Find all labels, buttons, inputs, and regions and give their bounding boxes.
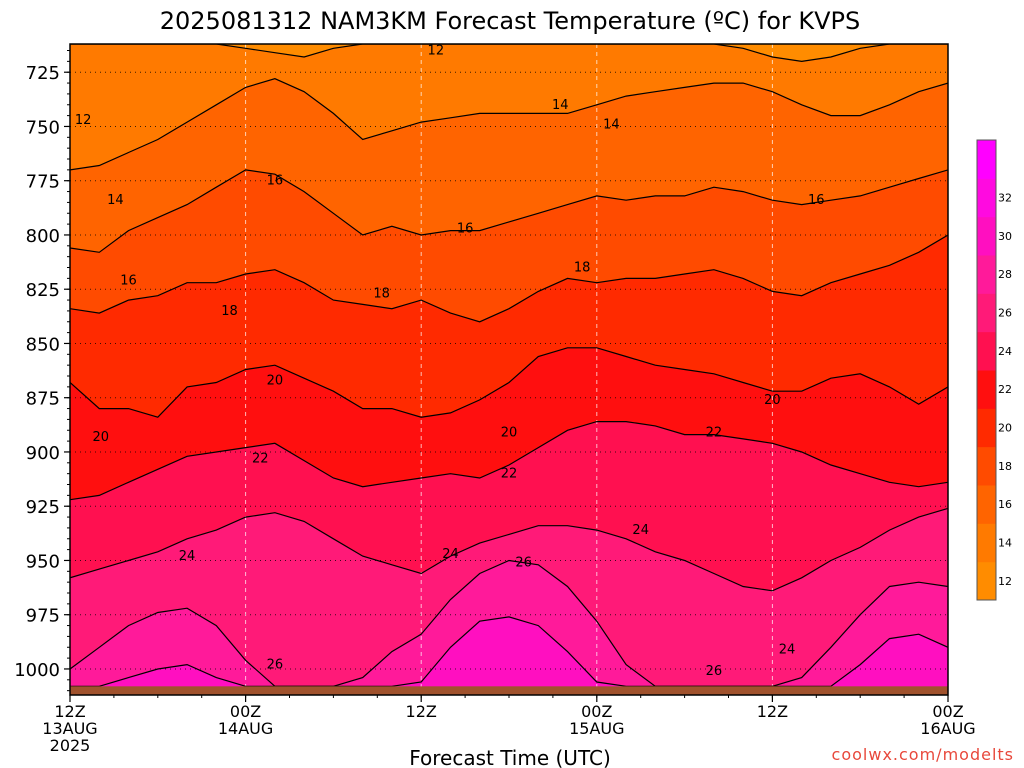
- isotherm-label-14: 14: [107, 193, 124, 208]
- isotherm-12: [70, 44, 948, 63]
- y-tick-label: 1000: [14, 660, 60, 681]
- isotherm-label-20: 20: [92, 430, 109, 445]
- x-tick-label: 00Z: [932, 702, 963, 721]
- isotherm-label-24: 24: [632, 523, 649, 538]
- x-tick-label: 12Z: [54, 702, 85, 721]
- isotherm-label-26: 26: [267, 658, 284, 673]
- isotherm-labels: 12 12 14 14 14 16 16 16 16 18 18 18 20 20 20 20 22 22 22 24…: [75, 44, 825, 680]
- colorbar-label: 26: [998, 307, 1012, 320]
- x-tick-label: 2025: [50, 736, 91, 755]
- colorbar-swatch: [977, 140, 996, 179]
- isotherm-14: [70, 78, 948, 171]
- isotherm-label-24: 24: [179, 549, 196, 564]
- isotherm-label-12: 12: [428, 44, 445, 59]
- isotherm-26: [70, 559, 948, 687]
- isotherm-label-22: 22: [252, 451, 269, 466]
- colorbar-swatch: [977, 446, 996, 486]
- colorbar-swatch: [977, 255, 996, 294]
- isotherm-lines: [70, 44, 948, 687]
- y-tick-label: 825: [26, 280, 60, 301]
- colorbar-swatch: [977, 485, 996, 524]
- y-tick-label: 975: [26, 606, 60, 627]
- colorbar-label: 16: [998, 498, 1012, 511]
- isotherm-label-20: 20: [501, 425, 518, 440]
- colorbar-frame: [976, 139, 997, 601]
- isotherm-label-14: 14: [552, 98, 569, 113]
- x-tick-label: 12Z: [406, 702, 437, 721]
- colorbar-swatch: [977, 523, 996, 563]
- isotherm-label-18: 18: [221, 304, 238, 319]
- isotherm-24: [70, 507, 948, 592]
- colorbar-label: 24: [998, 345, 1012, 358]
- chart-title: 2025081312 NAM3KM Forecast Temperature (…: [160, 7, 861, 35]
- x-tick-label: 00Z: [581, 702, 612, 721]
- isotherm-label-16: 16: [808, 193, 825, 208]
- colorbar-label: 12: [998, 575, 1012, 588]
- isotherm-label-22: 22: [706, 425, 723, 440]
- isotherm-label-12: 12: [75, 113, 92, 128]
- colorbar-legend: 12 14 16 18 20 22 24 26 28 30 32: [976, 139, 1012, 601]
- band-above-28: [70, 616, 948, 695]
- colorbar-label: 18: [998, 460, 1012, 473]
- x-tick-label: 15AUG: [569, 719, 624, 738]
- isotherm-22: [70, 421, 948, 501]
- isotherm-label-24: 24: [442, 547, 459, 562]
- y-tick-label: 900: [26, 443, 60, 464]
- colorbar-swatch: [977, 331, 996, 371]
- isotherm-label-18: 18: [574, 261, 591, 276]
- colorbar-label: 30: [998, 230, 1012, 243]
- isotherm-label-16: 16: [267, 174, 284, 189]
- isotherm-label-14: 14: [603, 117, 620, 132]
- source-credit: coolwx.com/modelts: [832, 745, 1014, 764]
- colorbar-label: 28: [998, 268, 1012, 281]
- y-tick-label: 800: [26, 226, 60, 247]
- x-tick-label: 16AUG: [920, 719, 975, 738]
- x-tick-label: 00Z: [230, 702, 261, 721]
- colorbar-swatch: [977, 370, 996, 409]
- x-tick-label: 13AUG: [42, 719, 97, 738]
- isotherm-label-16: 16: [457, 221, 474, 236]
- y-tick-label: 725: [26, 63, 60, 84]
- isotherm-label-18: 18: [373, 287, 390, 302]
- colorbar-swatch: [977, 178, 996, 218]
- colorbar-swatch: [977, 293, 996, 333]
- colorbar-label: 20: [998, 422, 1012, 435]
- isotherm-20: [70, 347, 948, 418]
- isotherm-label-20: 20: [267, 373, 284, 388]
- y-tick-label: 950: [26, 551, 60, 572]
- isotherm-16: [70, 169, 948, 253]
- y-tick-label: 775: [26, 172, 60, 193]
- y-tick-label: 850: [26, 334, 60, 355]
- isotherm-label-24: 24: [779, 642, 796, 657]
- isotherm-label-22: 22: [501, 467, 518, 482]
- ground-band: [70, 686, 948, 695]
- y-tick-label: 875: [26, 389, 60, 410]
- x-axis-label: Forecast Time (UTC): [409, 746, 611, 768]
- colorbar-label: 14: [998, 537, 1012, 550]
- x-tick-label: 14AUG: [218, 719, 273, 738]
- isotherm-label-20: 20: [764, 393, 781, 408]
- isotherm-label-16: 16: [120, 274, 137, 289]
- isotherm-18: [70, 234, 948, 323]
- colorbar-swatch: [977, 408, 996, 448]
- colorbar-label: 32: [998, 192, 1012, 205]
- colorbar-swatch: [977, 216, 996, 256]
- y-tick-label: 750: [26, 117, 60, 138]
- ground-surface: [70, 686, 948, 695]
- temperature-fill-bands: [70, 44, 948, 695]
- isotherm-label-26: 26: [515, 556, 532, 571]
- colorbar-swatch: [977, 561, 996, 601]
- isotherm-28: [70, 616, 948, 687]
- pressure-axis: 725 750 775 800 825 850 875 900 925 950 975 1000: [14, 50, 70, 692]
- isotherm-label-26: 26: [706, 664, 723, 679]
- y-tick-label: 925: [26, 497, 60, 518]
- colorbar-label: 22: [998, 383, 1012, 396]
- x-tick-label: 12Z: [757, 702, 788, 721]
